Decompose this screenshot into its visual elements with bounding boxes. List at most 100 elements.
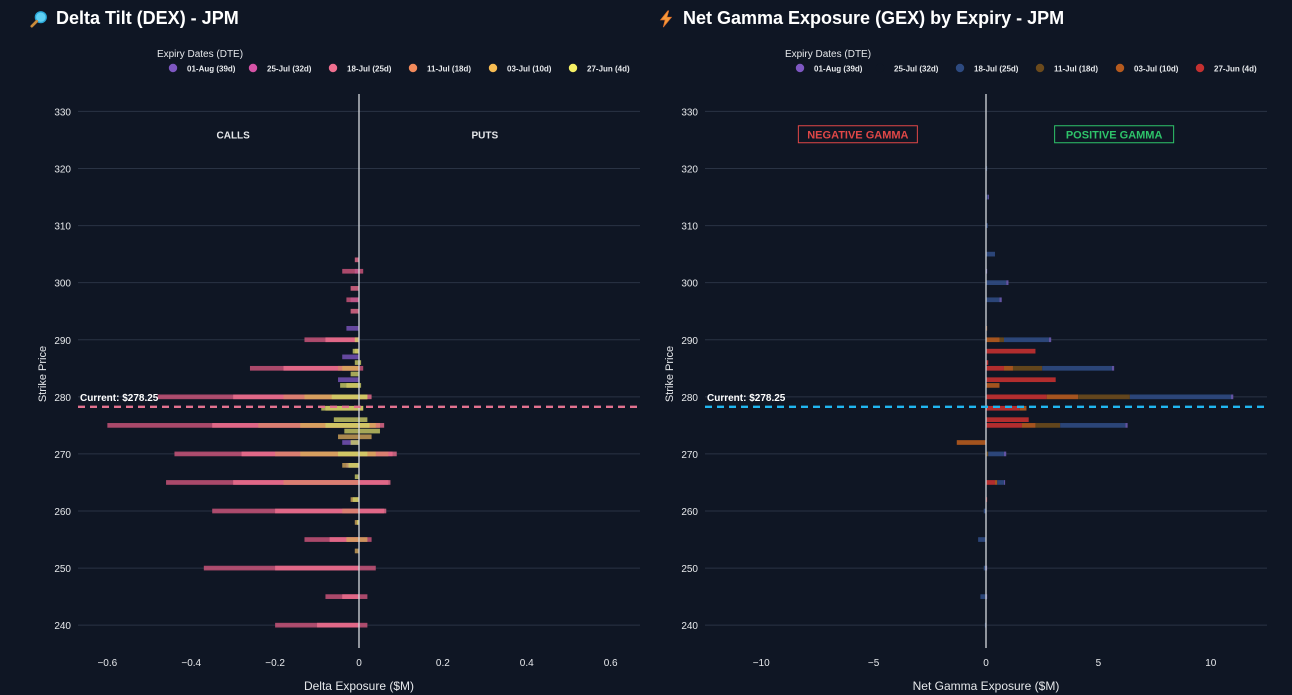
- dex-bar: [359, 622, 368, 628]
- dex-bar: [338, 365, 359, 371]
- dex-bar: [359, 423, 380, 428]
- dex-ytick-label: 270: [54, 450, 71, 461]
- gex-bar: [987, 194, 989, 200]
- dex-ytick-label: 320: [54, 165, 71, 176]
- dex-legend-title: Expiry Dates (DTE): [157, 49, 243, 60]
- gex-bar: [1231, 394, 1234, 400]
- dex-bar: [352, 348, 359, 354]
- gex-bar: [986, 383, 1000, 388]
- gex-bar: [988, 451, 1004, 457]
- dex-bar: [359, 508, 387, 514]
- gex-legend-marker: [1195, 63, 1205, 73]
- dex-bar: [359, 417, 368, 423]
- dex-bar: [346, 325, 359, 331]
- dex-bar: [359, 365, 364, 371]
- dex-bar: [338, 377, 359, 383]
- dex-bar: [333, 417, 359, 423]
- gex-ytick-label: 280: [681, 393, 698, 404]
- gex-bar: [1035, 423, 1061, 428]
- dex-legend-label: 18-Jul (25d): [347, 65, 392, 74]
- dex-bar: [348, 462, 359, 468]
- gex-bar: [986, 377, 1056, 383]
- dex-bar: [359, 423, 385, 428]
- dex-bar: [249, 365, 359, 371]
- gex-bar: [983, 508, 986, 514]
- gex-bar: [1021, 423, 1036, 428]
- dex-bar: [275, 508, 359, 514]
- gex-annotation-negative: NEGATIVE GAMMA: [807, 129, 908, 141]
- dex-bar: [350, 497, 359, 502]
- gex-bar: [986, 565, 988, 571]
- dex-bar: [359, 451, 393, 457]
- gex-xaxis-label: Net Gamma Exposure ($M): [913, 679, 1060, 693]
- dex-bar: [359, 394, 372, 400]
- gex-bar: [994, 480, 998, 485]
- dex-legend-marker: [328, 63, 338, 73]
- dex-bar: [275, 622, 359, 628]
- gex-bar: [986, 394, 1047, 400]
- gex-annotation-box: [797, 125, 918, 144]
- gex-bar: [1060, 423, 1126, 428]
- dex-current-price-label: Current: $278.25: [80, 393, 159, 404]
- dex-bar: [212, 508, 359, 514]
- gex-legend-label: 03-Jul (10d): [1134, 65, 1179, 74]
- gex-bar: [986, 451, 989, 457]
- gex-bar: [978, 537, 986, 542]
- dex-bar: [342, 594, 359, 599]
- dex-bar: [325, 405, 359, 411]
- dex-bar: [350, 297, 359, 303]
- dex-bar: [321, 405, 359, 411]
- dex-bar: [359, 394, 368, 400]
- dex-bar: [342, 440, 359, 445]
- gex-bar: [986, 251, 995, 257]
- gex-bar: [1006, 280, 1009, 286]
- dex-bar: [359, 268, 364, 274]
- dex-bar: [325, 423, 359, 428]
- gex-bar: [1003, 365, 1013, 371]
- dex-bar: [212, 423, 359, 428]
- dex-bar: [350, 440, 359, 445]
- dex-bar: [359, 428, 380, 434]
- dex-legend-marker: [248, 63, 258, 73]
- dex-bar: [342, 268, 359, 274]
- dex-bar: [359, 394, 368, 400]
- dex-bar: [359, 480, 389, 485]
- dex-bar: [359, 383, 362, 388]
- dex-bar: [356, 520, 359, 525]
- gex-bar: [986, 297, 1000, 303]
- dex-bar: [359, 451, 368, 457]
- dex-bar: [346, 462, 359, 468]
- dex-bar: [359, 451, 376, 457]
- dex-legend-label: 03-Jul (10d): [507, 65, 552, 74]
- dex-xaxis-label: Delta Exposure ($M): [304, 679, 414, 693]
- gex-bar: [999, 297, 1002, 303]
- gex-annotation-positive: POSITIVE GAMMA: [1066, 129, 1163, 141]
- dex-ytick-label: 260: [54, 507, 71, 518]
- dex-ytick-label: 290: [54, 336, 71, 347]
- dex-legend-label: 01-Aug (39d): [187, 65, 236, 74]
- dex-ytick-label: 280: [54, 393, 71, 404]
- dex-bar: [107, 423, 359, 428]
- dex-xtick-label: 0.6: [604, 658, 618, 669]
- dex-bar: [338, 434, 359, 440]
- dex-ytick-label: 240: [54, 621, 71, 632]
- dex-bar: [203, 565, 359, 571]
- dex-xtick-label: 0: [356, 658, 362, 669]
- gex-bar: [1012, 365, 1043, 371]
- dex-bar: [317, 622, 359, 628]
- dex-bar: [233, 480, 359, 485]
- gex-bar: [980, 594, 986, 599]
- dex-bar: [359, 423, 376, 428]
- gex-legend-label: 18-Jul (25d): [974, 65, 1019, 74]
- gex-bar: [986, 594, 988, 599]
- dex-xtick-label: −0.4: [181, 658, 201, 669]
- gex-bar: [986, 194, 988, 200]
- dex-chart-title: Delta Tilt (DEX) - JPM: [30, 8, 239, 29]
- gex-bar: [1042, 365, 1112, 371]
- dex-bar: [346, 297, 359, 303]
- dex-bar: [359, 423, 380, 428]
- gex-bar: [1046, 394, 1079, 400]
- gex-ytick-label: 300: [681, 279, 698, 290]
- gex-bar: [986, 497, 988, 502]
